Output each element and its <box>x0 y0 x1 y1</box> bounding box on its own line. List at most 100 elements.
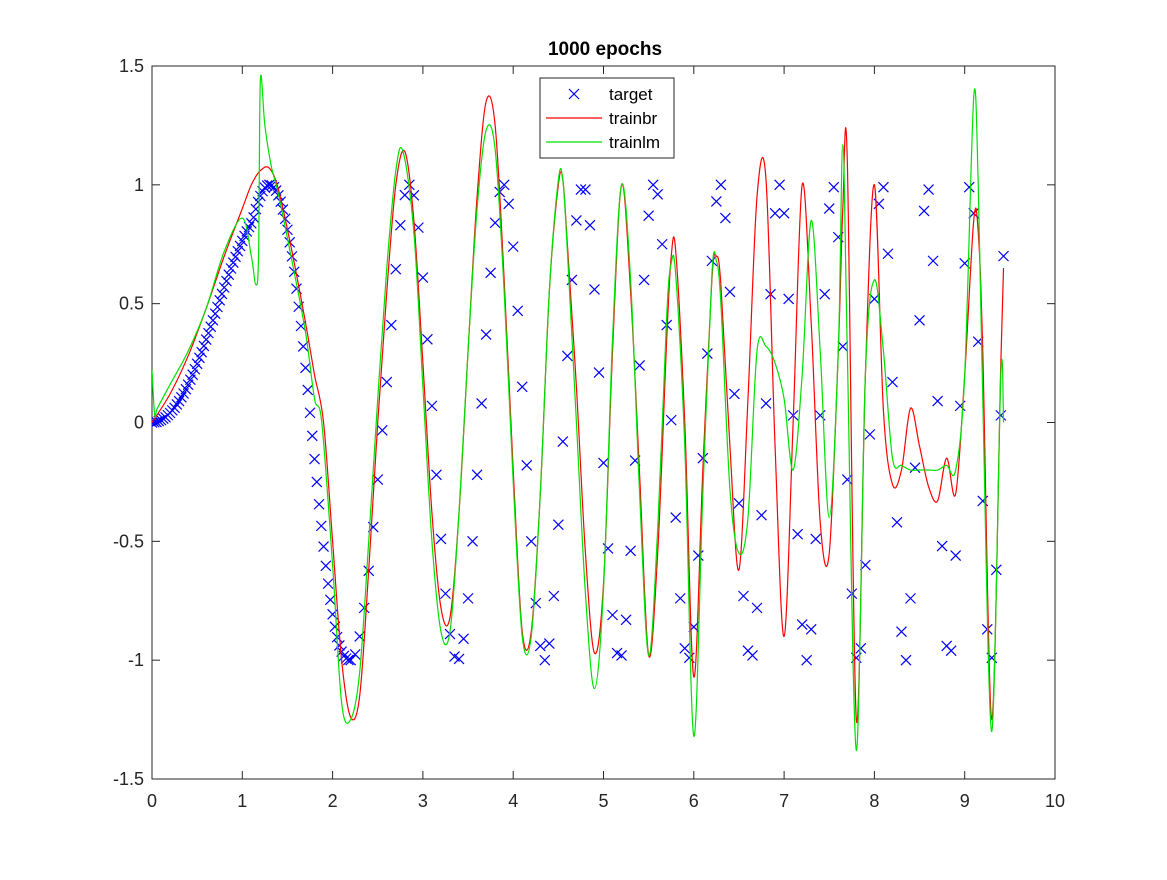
target-point <box>783 293 795 305</box>
target-point <box>187 369 199 381</box>
target-point <box>313 498 325 510</box>
target-point <box>191 358 203 370</box>
target-point <box>431 469 442 481</box>
target-point <box>435 533 447 545</box>
target-point <box>302 384 314 396</box>
target-point <box>390 263 402 275</box>
target-point <box>342 654 354 666</box>
target-point <box>823 203 835 215</box>
target-point <box>503 198 515 210</box>
target-point <box>467 535 478 547</box>
target-point <box>778 207 790 219</box>
target-point <box>701 348 713 360</box>
target-point <box>679 642 691 654</box>
target-point <box>998 250 1009 262</box>
target-point <box>245 217 257 229</box>
target-point <box>530 597 542 609</box>
target-point <box>643 210 655 222</box>
target-point <box>936 540 948 552</box>
target-point <box>324 594 336 606</box>
target-point <box>189 363 201 375</box>
target-point <box>203 327 214 339</box>
target-point <box>923 184 935 196</box>
target-point <box>570 215 582 226</box>
target-point <box>652 188 664 200</box>
target-point <box>207 314 219 326</box>
legend-label: trainlm <box>609 133 660 152</box>
target-point <box>399 189 411 201</box>
target-point <box>171 399 183 410</box>
target-point <box>589 283 600 295</box>
target-point <box>828 181 840 193</box>
target-point <box>819 288 831 300</box>
y-tick-label: 1 <box>134 175 144 195</box>
target-point <box>252 196 264 208</box>
target-point <box>878 181 889 193</box>
plot-area: 0 1 2 3 4 5 6 7 8 9 10 -1.5 -1 -0.5 0 0.5 1 1.5 target trai… <box>113 56 1065 811</box>
x-tick-label: 10 <box>1045 791 1065 811</box>
target-point <box>914 314 925 326</box>
target-point <box>200 334 212 345</box>
target-point <box>480 329 492 340</box>
target-point <box>616 649 627 661</box>
target-point <box>864 428 876 440</box>
target-point <box>385 319 397 331</box>
target-point <box>896 626 907 638</box>
target-point <box>394 219 406 231</box>
target-point <box>534 640 546 652</box>
target-point <box>309 453 320 465</box>
target-point <box>756 509 767 521</box>
target-point <box>634 360 646 371</box>
target-point <box>751 602 763 614</box>
target-point <box>489 217 501 229</box>
target-point <box>227 257 239 268</box>
target-point <box>729 388 740 400</box>
target-point <box>584 219 596 231</box>
target-point <box>557 436 569 447</box>
target-point <box>927 255 939 267</box>
target-point <box>306 430 318 442</box>
target-point <box>417 272 429 283</box>
x-tick-label: 8 <box>869 791 879 811</box>
target-point <box>381 376 393 388</box>
x-tick-label: 5 <box>598 791 608 811</box>
series-line-trainbr <box>152 95 1005 724</box>
x-tick-label: 7 <box>779 791 789 811</box>
target-point <box>670 512 682 523</box>
target-point <box>214 294 226 306</box>
target-point <box>598 457 609 469</box>
target-point <box>512 305 524 317</box>
target-point <box>805 623 817 635</box>
y-tick-label: -0.5 <box>113 531 144 551</box>
target-point <box>552 519 564 531</box>
target-point <box>152 417 158 428</box>
target-point <box>593 367 605 379</box>
target-point <box>485 267 497 279</box>
target-point <box>476 398 488 409</box>
target-point <box>801 654 813 666</box>
target-point <box>692 550 704 562</box>
y-tick-label: -1 <box>128 650 144 670</box>
target-point <box>665 414 677 426</box>
target-point <box>193 352 205 364</box>
target-point <box>918 205 930 217</box>
target-point <box>548 590 560 602</box>
target-point <box>810 533 822 545</box>
target-point <box>580 184 591 196</box>
target-point <box>932 395 944 407</box>
y-tick-label: 1.5 <box>119 56 144 76</box>
target-point <box>909 462 921 474</box>
y-tick-label: 0.5 <box>119 294 144 314</box>
target-point <box>575 184 587 196</box>
target-point <box>152 416 160 428</box>
target-point <box>539 654 551 666</box>
target-point <box>724 286 736 298</box>
target-point <box>218 282 230 293</box>
target-point <box>561 350 573 362</box>
x-tick-label: 9 <box>960 791 970 811</box>
target-point <box>792 528 804 540</box>
target-point <box>286 250 298 262</box>
target-point <box>322 578 334 590</box>
x-tick-label: 0 <box>147 791 157 811</box>
target-point <box>747 649 758 661</box>
